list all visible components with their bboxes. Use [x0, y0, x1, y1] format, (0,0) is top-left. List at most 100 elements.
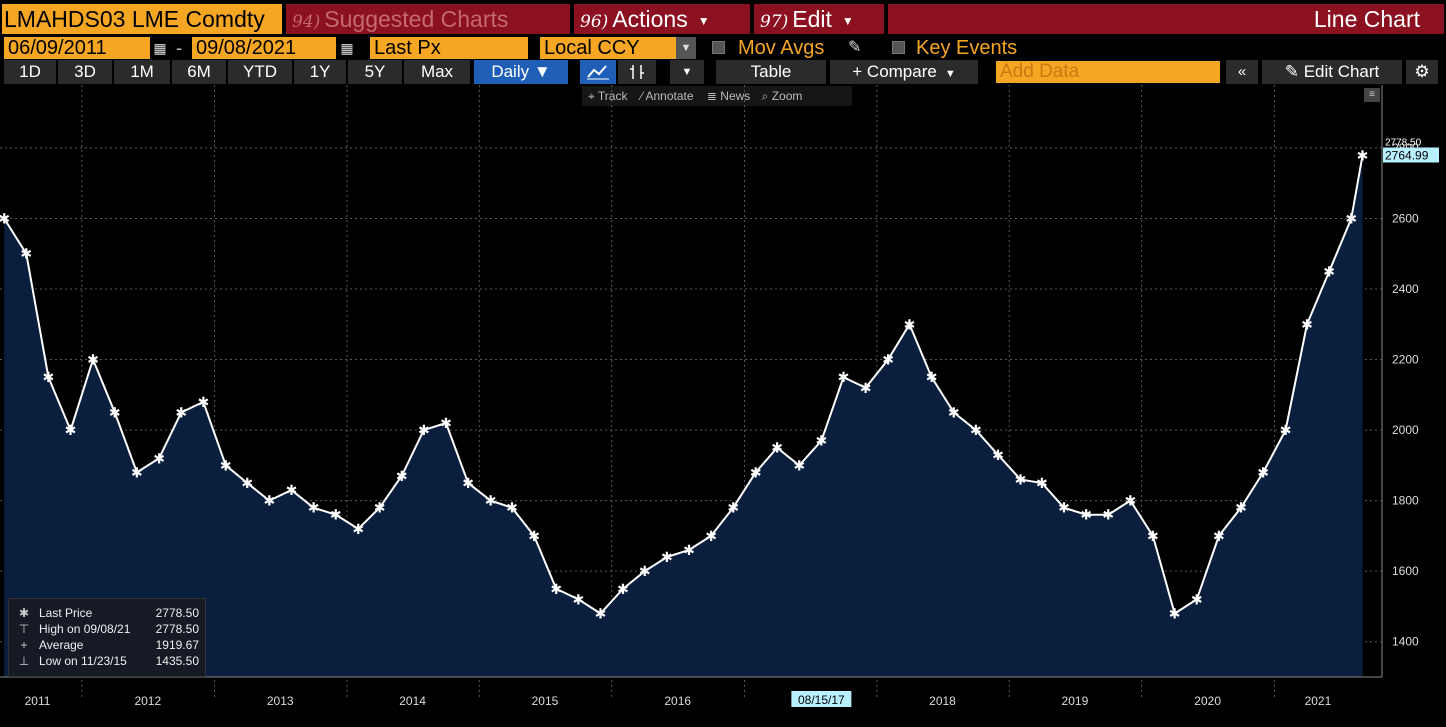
chart-options-icon[interactable]: ≡ [1364, 88, 1380, 102]
zoom-tool[interactable]: Zoom [771, 89, 803, 103]
data-point-marker: ✱ [1280, 423, 1292, 439]
legend-label: Last Price [39, 606, 93, 620]
low-marker-icon: ⊥ [18, 654, 30, 668]
chart-type-title: Line Chart [888, 4, 1444, 34]
gear-icon[interactable]: ⚙ [1406, 60, 1438, 84]
data-point-marker: ✱ [1015, 472, 1027, 488]
high-marker-icon: ⊤ [18, 622, 30, 636]
range-button-max[interactable]: Max [404, 60, 470, 84]
annotate-tool[interactable]: Annotate [645, 89, 694, 103]
data-point-marker: ✱ [352, 522, 364, 538]
data-point-marker: ✱ [572, 592, 584, 608]
data-point-marker: ✱ [1125, 494, 1137, 510]
data-point-marker: ✱ [197, 395, 209, 411]
compare-button[interactable]: + Compare ▼ [830, 60, 978, 84]
legend-row-average: + Average 1919.67 [13, 637, 199, 653]
price-chart: ✱✱✱✱✱✱✱✱✱✱✱✱✱✱✱ ✱✱✱✱✱ ✱✱✱ ✱✱✱✱✱✱✱✱ ✱✱✱✱✱✱✱✱✱… [0, 85, 1439, 708]
news-tool[interactable]: News [720, 89, 751, 103]
data-point-marker: ✱ [860, 381, 872, 397]
last-value-box [1383, 147, 1439, 163]
range-button-5y[interactable]: 5Y [348, 60, 402, 84]
data-point-marker: ✱ [1357, 148, 1369, 164]
data-point-marker: ✱ [440, 416, 452, 432]
x-tick-label: 2016 [664, 694, 691, 708]
data-point-marker: ✱ [727, 501, 739, 517]
data-point-marker: ✱ [970, 423, 982, 439]
data-point-marker: ✱ [1301, 317, 1313, 333]
data-point-marker: ✱ [1191, 592, 1203, 608]
data-point-marker: ✱ [374, 501, 386, 517]
data-point-marker: ✱ [1036, 476, 1048, 492]
tab-edit[interactable]: 97) Edit ▼ [754, 4, 884, 34]
chart-tools-bar: ⌖ Track ⁄ Annotate ≣ News ⌕ Zoom [582, 86, 852, 106]
add-data-input[interactable]: Add Data [996, 61, 1220, 83]
line-chart-icon[interactable] [580, 60, 616, 84]
title-bar: LMAHDS03 LME Comdty 94) Suggested Charts … [0, 0, 1446, 36]
price-line [3, 155, 1364, 616]
data-point-marker: ✱ [506, 501, 518, 517]
cursor-date-label: 08/15/17 [798, 693, 845, 707]
range-button-6m[interactable]: 6M [172, 60, 226, 84]
chevron-down-icon: ▼ [841, 13, 854, 28]
data-point-marker: ✱ [528, 529, 540, 545]
crosshair-icon[interactable]: ⌖ [588, 89, 595, 103]
range-button-1m[interactable]: 1M [114, 60, 170, 84]
data-point-marker: ✱ [705, 529, 717, 545]
legend-label: High on 09/08/21 [39, 622, 131, 636]
chevron-down-icon[interactable]: ▼ [676, 37, 696, 59]
mov-avgs-label: Mov Avgs [738, 37, 825, 59]
legend-value: 1435.50 [155, 654, 199, 668]
news-icon[interactable]: ≣ [706, 89, 717, 103]
currency-selector[interactable]: Local CCY [540, 37, 676, 59]
edit-chart-button[interactable]: ✎ Edit Chart [1262, 60, 1402, 84]
data-point-marker: ✱ [838, 370, 850, 386]
y-tick-label: 2400 [1392, 282, 1419, 296]
legend-value: 1919.67 [155, 638, 199, 652]
key-events-checkbox[interactable] [892, 41, 905, 54]
range-button-ytd[interactable]: YTD [228, 60, 292, 84]
range-button-1y[interactable]: 1Y [294, 60, 346, 84]
data-point-marker: ✱ [241, 476, 253, 492]
chart-type-label: Line Chart [1313, 6, 1420, 32]
table-button[interactable]: Table [716, 60, 826, 84]
range-button-3d[interactable]: 3D [58, 60, 112, 84]
track-tool[interactable]: Track [597, 89, 628, 103]
candlestick-icon[interactable] [618, 60, 656, 84]
pencil-icon: ✎ [1284, 62, 1304, 81]
start-date-field[interactable]: 06/09/2011 [4, 37, 150, 59]
frequency-selector[interactable]: Daily ▼ [474, 60, 568, 84]
tab-actions-number: 96) [580, 12, 609, 32]
data-point-marker: ✱ [20, 247, 32, 263]
chevron-down-icon[interactable]: ▼ [670, 60, 704, 84]
calendar-icon[interactable]: ▦ [153, 40, 167, 56]
calendar-icon[interactable]: ▦ [340, 40, 354, 56]
data-point-marker: ✱ [0, 211, 10, 227]
range-button-1d[interactable]: 1D [4, 60, 56, 84]
tab-actions[interactable]: 96) Actions ▼ [574, 4, 750, 34]
zoom-icon[interactable]: ⌕ [761, 89, 769, 103]
tab-suggested-charts[interactable]: 94) Suggested Charts [286, 4, 570, 34]
x-axis: 2011 2012 2013 2014 2015 2016 2018 2019 2020 2021… [0, 676, 1382, 708]
pen-icon[interactable]: ⁄ [640, 89, 643, 103]
data-point-marker: ✱ [793, 458, 805, 474]
data-point-marker: ✱ [816, 434, 828, 450]
ticker-field[interactable]: LMAHDS03 LME Comdty [2, 4, 282, 34]
data-point-marker: ✱ [109, 405, 121, 421]
collapse-left-icon[interactable]: « [1226, 60, 1258, 84]
range-toolbar: 1D 3D 1M 6M YTD 1Y 5Y Max Daily ▼ ▼ Tabl… [0, 60, 1446, 85]
data-point-marker: ✱ [396, 469, 408, 485]
end-date-field[interactable]: 09/08/2021 [192, 37, 336, 59]
data-point-marker: ✱ [43, 370, 55, 386]
data-point-marker: ✱ [87, 353, 99, 369]
tab-actions-label: Actions [612, 6, 688, 32]
mov-avgs-checkbox[interactable] [712, 41, 725, 54]
legend-row-high: ⊤ High on 09/08/21 2778.50 [13, 621, 199, 637]
pencil-icon[interactable]: ✎ [848, 39, 862, 56]
data-point-marker: ✱ [286, 483, 298, 499]
tab-edit-label: Edit [792, 6, 832, 32]
legend-row-low: ⊥ Low on 11/23/15 1435.50 [13, 653, 199, 669]
date-separator: - [176, 38, 182, 58]
data-point-marker: ✱ [1213, 529, 1225, 545]
field-selector[interactable]: Last Px [370, 37, 528, 59]
data-point-marker: ✱ [462, 476, 474, 492]
